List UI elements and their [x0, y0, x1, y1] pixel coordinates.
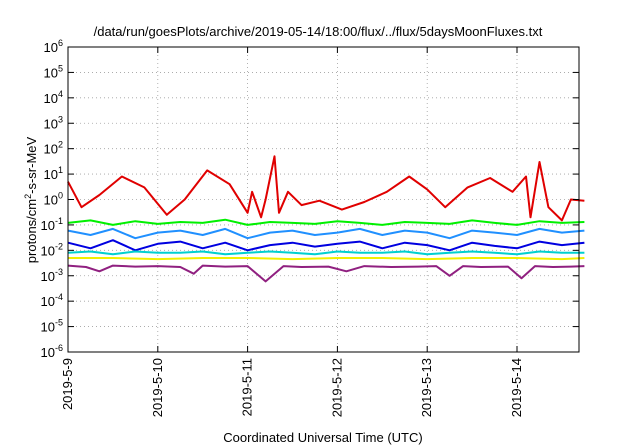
- grid-layer: [68, 47, 579, 352]
- y-tick-base: 10: [41, 320, 55, 335]
- y-tick-exponent: -2: [55, 241, 63, 251]
- y-tick-label: 103: [44, 114, 63, 131]
- series-line: [67, 218, 585, 226]
- y-tick-base: 10: [44, 40, 58, 55]
- x-axis-title: Coordinated Universal Time (UTC): [223, 430, 422, 445]
- y-axis-title: protons/cm2-s-sr-MeV: [23, 136, 39, 263]
- series-line: [67, 227, 585, 240]
- y-tick-base: 10: [44, 91, 58, 106]
- y-tick-label: 105: [44, 63, 63, 80]
- y-tick-label: 10-5: [41, 318, 63, 335]
- y-tick-exponent: 5: [58, 63, 63, 73]
- y-tick-exponent: 6: [58, 38, 63, 48]
- y-tick-exponent: 1: [58, 165, 63, 175]
- series-line: [67, 250, 585, 256]
- y-tick-label: 10-6: [41, 343, 63, 360]
- y-tick-exponent: -6: [55, 343, 63, 353]
- y-tick-base: 10: [41, 345, 55, 360]
- x-tick-label: 2019-5-13: [419, 358, 434, 417]
- y-tick-label: 102: [44, 140, 63, 157]
- x-tick-label: 2019-5-11: [240, 358, 255, 416]
- chart-title: /data/run/goesPlots/archive/2019-05-14/1…: [94, 24, 543, 39]
- y-tick-base: 10: [41, 269, 55, 284]
- y-tick-base: 10: [44, 142, 58, 157]
- x-tick-label: 2019-5-9: [60, 358, 75, 410]
- y-tick-exponent: -1: [55, 216, 63, 226]
- y-tick-base: 10: [44, 167, 58, 182]
- series-line: [67, 264, 585, 283]
- y-tick-label: 10-1: [41, 216, 63, 233]
- axis-layer: 10-610-510-410-310-210-11001011021031041…: [41, 38, 579, 417]
- series-line: [68, 257, 585, 261]
- y-axis-title-main: protons/cm: [24, 199, 39, 263]
- y-tick-base: 10: [41, 243, 55, 258]
- y-tick-exponent: 3: [58, 114, 63, 124]
- y-tick-label: 101: [44, 165, 63, 182]
- y-tick-base: 10: [41, 218, 55, 233]
- y-tick-exponent: 0: [58, 191, 63, 201]
- plot-frame: [67, 46, 580, 353]
- y-tick-base: 10: [44, 116, 58, 131]
- series-layer: [67, 155, 585, 283]
- y-tick-base: 10: [44, 193, 58, 208]
- y-tick-label: 106: [44, 38, 63, 55]
- y-tick-exponent: 2: [58, 140, 63, 150]
- x-tick-label: 2019-5-12: [329, 358, 344, 417]
- y-tick-exponent: -4: [55, 292, 63, 302]
- x-tick-label: 2019-5-14: [509, 358, 524, 417]
- y-tick-exponent: 4: [58, 89, 63, 99]
- series-line: [67, 239, 585, 252]
- y-tick-exponent: -5: [55, 318, 63, 328]
- x-tick-label: 2019-5-10: [150, 358, 165, 417]
- y-tick-label: 10-2: [41, 241, 63, 258]
- y-tick-label: 100: [44, 191, 63, 208]
- y-tick-base: 10: [44, 65, 58, 80]
- y-axis-title-superscript: 2: [23, 194, 33, 199]
- y-axis-title-rest: -s-sr-MeV: [24, 136, 39, 193]
- series-line: [67, 155, 585, 222]
- y-tick-label: 10-3: [41, 267, 63, 284]
- y-tick-exponent: -3: [55, 267, 63, 277]
- y-tick-label: 10-4: [41, 292, 63, 309]
- y-tick-label: 104: [44, 89, 63, 106]
- y-tick-base: 10: [41, 294, 55, 309]
